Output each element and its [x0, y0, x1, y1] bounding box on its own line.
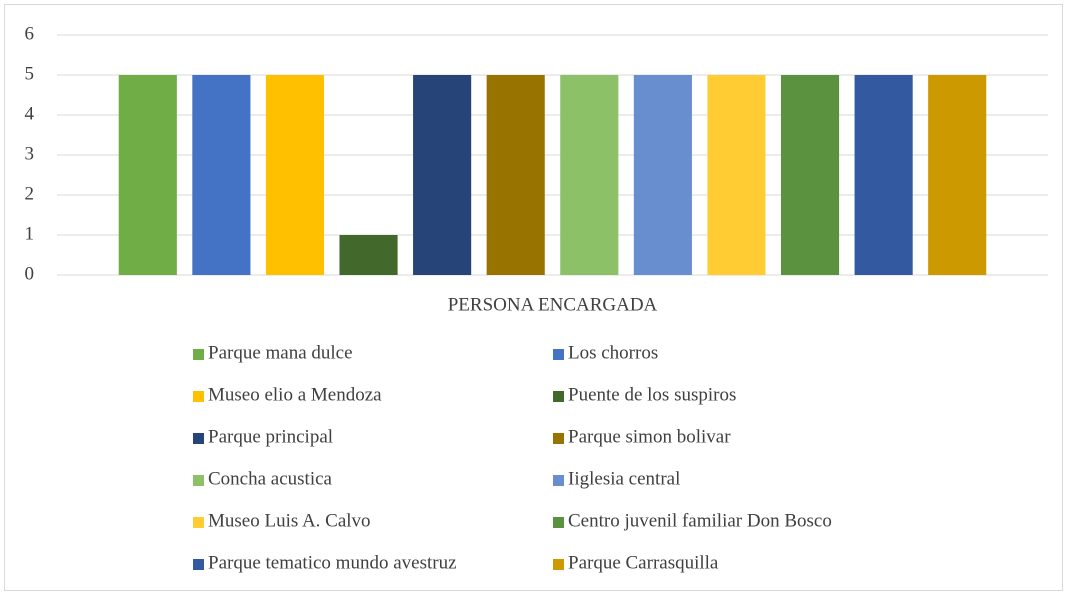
bar: [928, 75, 987, 275]
bar: [339, 235, 398, 275]
legend-label: Concha acustica: [208, 468, 333, 489]
legend-label: Museo Luis A. Calvo: [208, 510, 371, 531]
legend-swatch: [553, 475, 564, 486]
legend-swatch: [193, 391, 204, 402]
legend-swatch: [193, 517, 204, 528]
x-tick-label: PERSONA ENCARGADA: [448, 294, 658, 315]
legend-swatch: [553, 391, 564, 402]
bar: [265, 75, 325, 275]
legend-swatch: [553, 517, 564, 528]
legend-label: Centro juvenil familiar Don Bosco: [568, 510, 832, 531]
legend-label: Museo elio a Mendoza: [208, 384, 382, 405]
bar: [707, 75, 766, 275]
bar: [192, 75, 251, 275]
legend-label: Parque Carrasquilla: [568, 552, 719, 573]
legend-label: Parque principal: [208, 426, 333, 447]
legend-swatch: [193, 433, 204, 444]
legend-label: Iiglesia central: [568, 468, 680, 489]
legend-label: Los chorros: [568, 342, 658, 363]
legend-swatch: [193, 559, 204, 570]
legend-swatch: [553, 349, 564, 360]
y-tick-label: 1: [25, 223, 35, 244]
legend-label: Parque simon bolivar: [568, 426, 731, 447]
bar: [633, 75, 692, 275]
y-tick-label: 3: [25, 143, 35, 164]
legend-swatch: [193, 475, 204, 486]
y-tick-label: 4: [25, 103, 35, 124]
bar: [413, 75, 472, 275]
bar: [486, 75, 545, 275]
bar: [854, 75, 913, 275]
legend-label: Parque mana dulce: [208, 342, 353, 363]
legend-label: Puente de los suspiros: [568, 384, 736, 405]
legend-label: Parque tematico mundo avestruz: [208, 552, 457, 573]
bar: [780, 75, 840, 275]
legend-swatch: [553, 559, 564, 570]
y-tick-label: 0: [25, 263, 35, 284]
bar: [560, 75, 619, 275]
legend-swatch: [553, 433, 564, 444]
y-tick-label: 2: [25, 183, 35, 204]
y-tick-label: 5: [25, 63, 35, 84]
y-tick-label: 6: [25, 23, 35, 44]
legend-swatch: [193, 349, 204, 360]
bar: [118, 75, 177, 275]
